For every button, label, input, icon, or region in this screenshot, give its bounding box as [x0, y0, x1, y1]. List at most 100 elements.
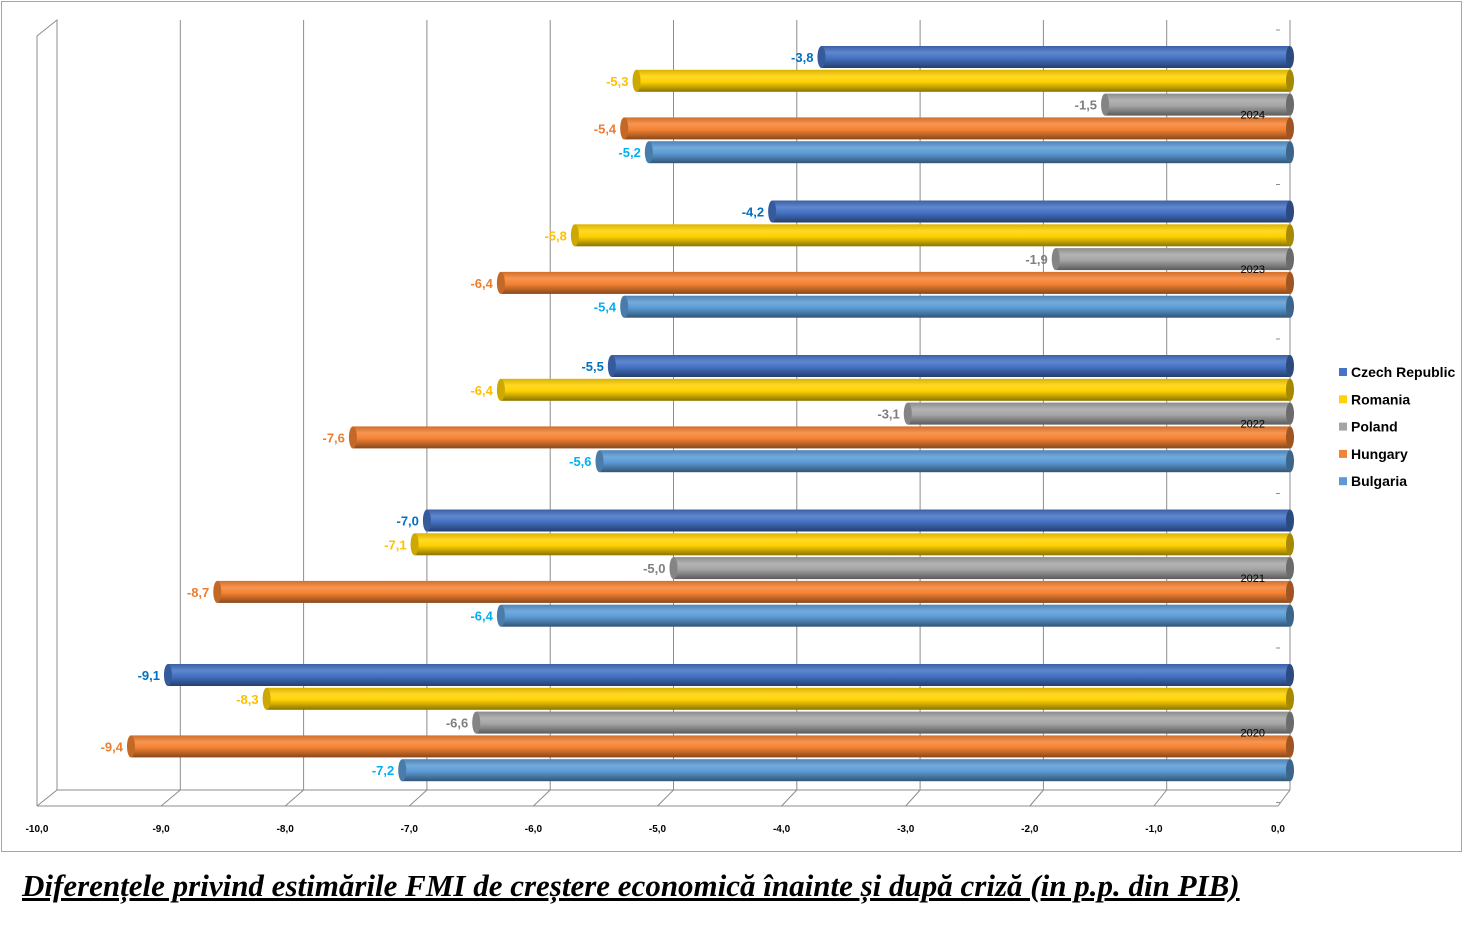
bar-bulgaria [648, 141, 1290, 164]
category-label: 2022 [1241, 419, 1265, 431]
category-label: 2021 [1241, 573, 1265, 585]
legend-label: Bulgaria [1351, 473, 1407, 489]
floor-gridline [533, 789, 551, 807]
bar-poland [673, 557, 1290, 580]
bar-czech-republic [611, 355, 1290, 377]
bar-hungary [217, 580, 1290, 603]
bar-start-cap [570, 224, 579, 247]
bar-start-cap [126, 735, 135, 758]
floor-gridline [1029, 789, 1044, 807]
floor-gridline [781, 789, 798, 807]
x-tick-label: -9,0 [152, 824, 170, 835]
bar-romania [636, 69, 1290, 92]
bar-end-cap [1286, 557, 1294, 580]
bar-start-cap [669, 557, 678, 580]
x-tick-label: -6,0 [525, 824, 543, 835]
bar-end-cap [1286, 664, 1294, 686]
bar-start-cap [472, 711, 481, 734]
floor-gridline [284, 789, 304, 807]
data-label: -6,4 [470, 383, 493, 398]
floor-gridline [160, 789, 181, 807]
bar-start-cap [398, 759, 407, 782]
bar-end-cap [1286, 735, 1294, 758]
legend-label: Hungary [1351, 446, 1408, 462]
legend-swatch [1339, 449, 1347, 458]
bar-end-cap [1286, 200, 1294, 223]
floor-gridline [905, 789, 921, 807]
floor-gridline [1153, 789, 1168, 807]
bar-start-cap [607, 355, 616, 377]
bar-end-cap [1286, 248, 1294, 271]
bar-start-cap [1051, 248, 1060, 271]
bar-start-cap [496, 271, 505, 294]
bar-start-cap [644, 141, 653, 164]
bar-hungary [352, 426, 1290, 449]
data-label: -9,1 [138, 668, 160, 683]
x-tick-label: -10,0 [26, 824, 49, 835]
bar-czech-republic [426, 509, 1290, 532]
bar-czech-republic [821, 46, 1290, 68]
bar-end-cap [1286, 604, 1294, 627]
x-tick-label: -7,0 [401, 824, 419, 835]
data-label: -4,2 [742, 205, 764, 220]
data-label: -6,6 [446, 716, 468, 731]
bar-end-cap [1286, 759, 1294, 782]
bar-romania [500, 378, 1290, 401]
bar-end-cap [1286, 509, 1294, 532]
data-label: -6,4 [470, 276, 493, 291]
bar-start-cap [903, 402, 912, 425]
chart-frame [1, 1, 1462, 852]
data-label: -5,8 [544, 228, 566, 243]
legend-label: Romania [1351, 391, 1410, 407]
floor-gridline [1277, 789, 1291, 807]
x-tick-label: -3,0 [897, 824, 915, 835]
data-label: -1,9 [1025, 252, 1047, 267]
x-tick-label: 0,0 [1271, 824, 1285, 835]
data-label: -7,6 [323, 430, 345, 445]
bar-start-cap [496, 378, 505, 401]
bar-end-cap [1286, 69, 1294, 92]
x-tick-label: -1,0 [1145, 824, 1163, 835]
bar-bulgaria [624, 295, 1290, 318]
bar-start-cap [620, 117, 629, 140]
bar-end-cap [1286, 426, 1294, 449]
category-label: 2020 [1241, 728, 1265, 740]
legend-label: Czech Republic [1351, 364, 1455, 380]
legend-swatch [1339, 477, 1347, 486]
bar-bulgaria [402, 759, 1290, 782]
bar-end-cap [1286, 117, 1294, 140]
bar-start-cap [632, 69, 641, 92]
bar-hungary [624, 117, 1290, 140]
bar-start-cap [817, 46, 826, 68]
bar-bulgaria [500, 604, 1290, 627]
bar-end-cap [1286, 141, 1294, 164]
bar-start-cap [410, 533, 419, 556]
floor-left-edge [36, 789, 58, 807]
bar-end-cap [1286, 533, 1294, 556]
bar-start-cap [620, 295, 629, 318]
bar-hungary [500, 271, 1290, 294]
data-label: -5,5 [581, 359, 603, 374]
bar-end-cap [1286, 450, 1294, 473]
data-label: -5,6 [569, 454, 591, 469]
bar-romania [414, 533, 1290, 556]
x-tick-label: -8,0 [277, 824, 295, 835]
bar-romania [266, 687, 1290, 710]
data-label: -8,7 [187, 585, 209, 600]
bar-start-cap [262, 687, 271, 710]
bar-bulgaria [599, 450, 1290, 473]
bar-czech-republic [167, 664, 1291, 686]
bar-start-cap [422, 509, 431, 532]
data-label: -5,0 [643, 561, 665, 576]
legend-label: Poland [1351, 419, 1398, 435]
data-label: -5,2 [618, 145, 640, 160]
bar-start-cap [768, 200, 777, 223]
left-wall [36, 18, 58, 806]
bar-end-cap [1286, 224, 1294, 247]
data-label: -5,3 [606, 74, 628, 89]
bar-poland [476, 711, 1291, 734]
bar-chart: -10,0 -9,0 -8,0 -7,0 -6,0 -5,0 -4,0 -3,0 -2,0 -1,… [26, 18, 1455, 835]
bar-end-cap [1286, 295, 1294, 318]
data-label: -7,1 [384, 537, 406, 552]
bar-end-cap [1286, 93, 1294, 116]
